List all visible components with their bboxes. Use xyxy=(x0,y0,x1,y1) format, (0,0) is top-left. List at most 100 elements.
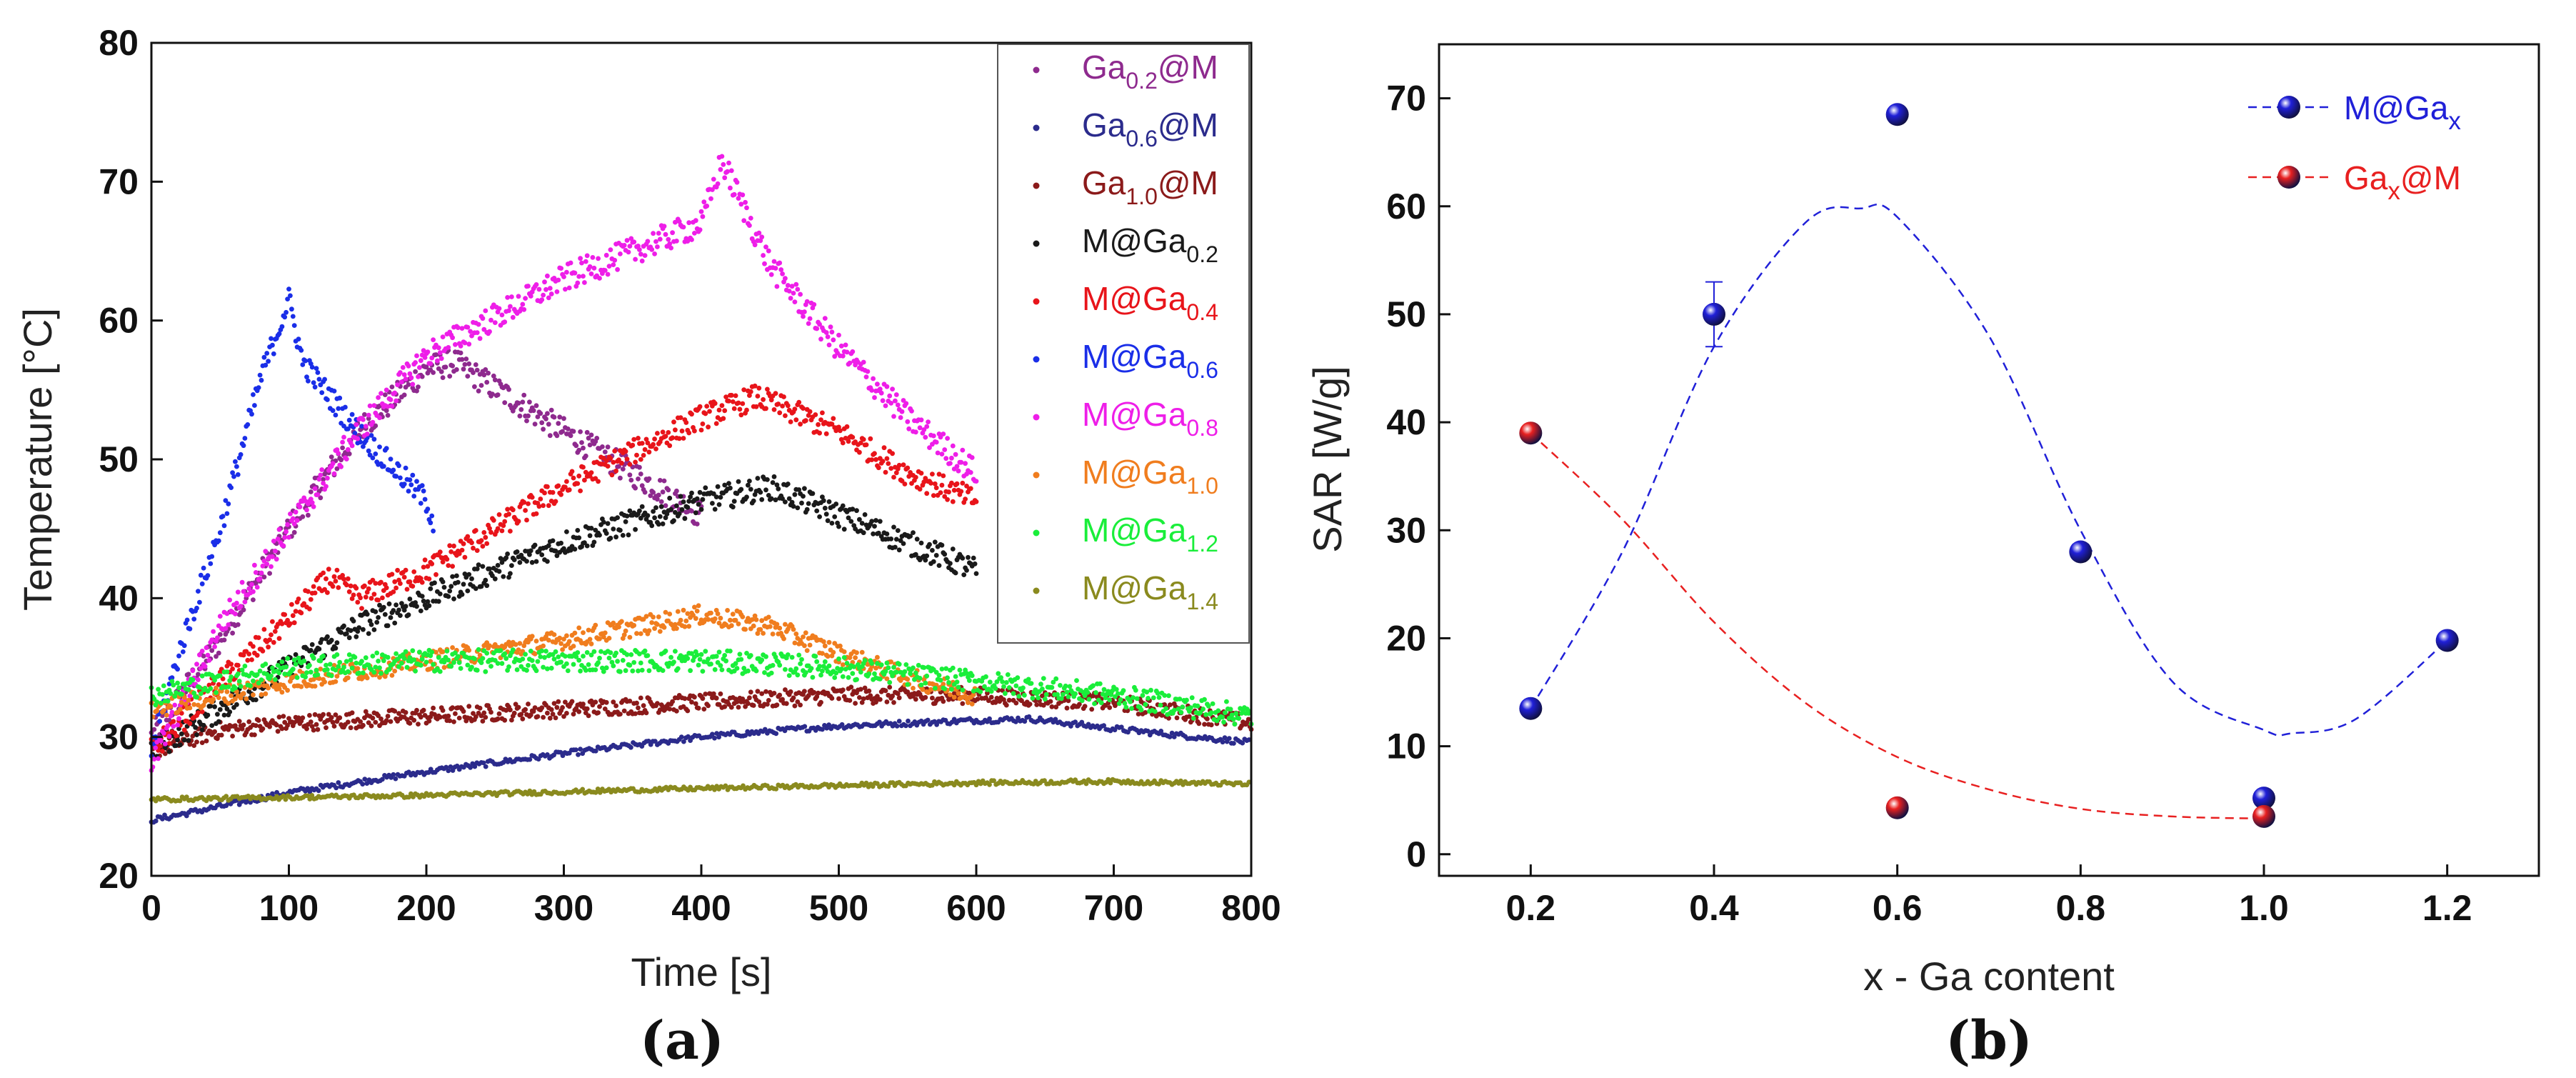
data-point xyxy=(293,662,299,667)
data-point xyxy=(539,297,545,302)
data-point xyxy=(179,692,184,697)
data-point xyxy=(440,334,446,339)
data-point xyxy=(685,708,691,714)
data-point xyxy=(884,531,890,536)
data-point xyxy=(289,306,294,312)
data-point xyxy=(410,381,416,387)
data-point xyxy=(1063,683,1068,689)
data-point xyxy=(191,702,197,707)
data-point xyxy=(696,501,701,507)
data-point xyxy=(509,717,514,723)
data-point xyxy=(414,479,419,484)
data-point xyxy=(474,566,480,572)
data-point xyxy=(502,519,508,524)
data-point xyxy=(836,332,841,338)
data-point xyxy=(723,394,728,399)
data-point xyxy=(818,336,823,342)
data-point xyxy=(437,714,443,720)
data-point xyxy=(924,553,930,559)
data-point xyxy=(538,496,543,501)
data-point xyxy=(564,529,569,534)
data-point xyxy=(306,512,311,518)
data-point xyxy=(795,286,801,292)
data-point xyxy=(1030,695,1036,701)
data-point xyxy=(199,673,205,679)
data-point xyxy=(928,687,933,692)
data-point xyxy=(1006,685,1012,690)
data-point xyxy=(197,599,202,605)
data-point xyxy=(884,699,890,704)
data-point xyxy=(584,429,590,435)
data-point xyxy=(315,370,321,375)
data-point xyxy=(890,693,895,699)
data-point xyxy=(568,260,573,266)
data-point xyxy=(840,662,846,667)
data-point xyxy=(340,573,345,578)
data-point xyxy=(840,353,846,359)
data-point xyxy=(792,491,798,497)
data-point xyxy=(1073,719,1078,724)
data-point xyxy=(284,309,289,315)
data-point xyxy=(440,649,446,654)
data-point xyxy=(697,227,703,233)
data-point xyxy=(333,579,339,584)
data-point xyxy=(440,559,446,565)
data-point xyxy=(602,707,608,712)
data-point xyxy=(832,354,838,359)
data-point xyxy=(1038,682,1043,687)
data-point xyxy=(496,512,502,517)
data-point xyxy=(899,478,905,484)
data-point xyxy=(233,696,238,702)
data-point xyxy=(891,414,896,419)
data-point xyxy=(334,674,340,679)
data-point xyxy=(300,715,306,721)
data-point xyxy=(196,677,201,682)
data-point xyxy=(366,416,371,421)
data-point xyxy=(198,731,204,737)
data-point xyxy=(348,583,354,589)
data-point xyxy=(777,692,783,698)
data-point xyxy=(674,488,679,494)
data-point xyxy=(276,670,282,676)
data-point xyxy=(707,409,712,414)
data-point xyxy=(214,654,219,659)
data-point xyxy=(290,613,296,619)
data-point xyxy=(848,519,854,524)
data-point xyxy=(725,169,730,174)
data-point xyxy=(198,691,204,697)
data-point xyxy=(942,552,948,557)
data-point xyxy=(245,700,251,706)
data-point xyxy=(1060,692,1066,697)
data-point xyxy=(325,667,330,672)
data-point xyxy=(696,705,701,711)
data-point xyxy=(798,421,803,427)
data-point xyxy=(1036,695,1041,701)
data-point xyxy=(932,539,938,545)
data-point xyxy=(906,426,912,431)
data-point xyxy=(291,323,297,328)
data-point xyxy=(554,704,560,710)
data-point xyxy=(364,612,370,617)
data-point xyxy=(911,686,916,691)
data-point xyxy=(853,701,858,706)
data-point xyxy=(376,597,381,603)
data-point xyxy=(694,521,700,526)
data-point xyxy=(869,388,875,393)
data-point xyxy=(601,669,606,674)
data-point xyxy=(239,579,245,585)
data-point xyxy=(506,664,511,669)
data-point xyxy=(890,673,895,679)
data-point xyxy=(781,636,786,642)
data-point xyxy=(384,408,389,414)
data-point xyxy=(971,688,976,694)
data-point xyxy=(843,436,848,441)
data-point xyxy=(682,624,688,629)
data-point xyxy=(971,555,976,561)
data-point xyxy=(1021,685,1026,691)
data-point xyxy=(261,627,267,632)
data-point xyxy=(641,703,646,709)
data-point xyxy=(477,705,483,711)
data-point xyxy=(657,707,663,712)
data-point xyxy=(901,462,906,468)
